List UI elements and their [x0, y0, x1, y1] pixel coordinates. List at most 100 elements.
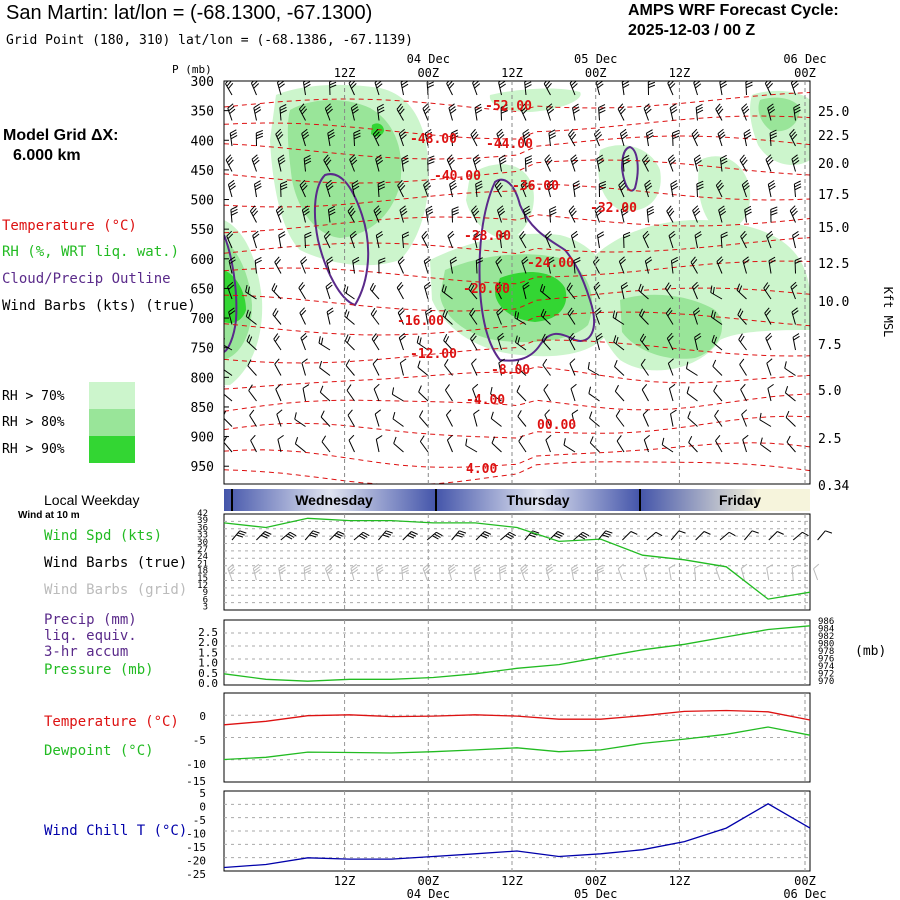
- bottom-time-ticks: 12Z 00Z 12Z 00Z 12Z 00Z: [334, 874, 816, 888]
- wind-barb-flag: [346, 384, 352, 391]
- wind-barb: [348, 83, 355, 96]
- wind-barb-flag: [621, 208, 628, 214]
- windchill-tick-label: -10: [186, 828, 206, 841]
- wind-barb-flag: [740, 230, 746, 237]
- wind-barb: [686, 392, 698, 402]
- wind-barb-flag: [445, 384, 450, 391]
- wind-barb: [496, 133, 502, 147]
- wind-barb-flag: [525, 155, 532, 159]
- wind-barb-flag: [523, 208, 531, 213]
- wind-barb: [661, 444, 674, 453]
- wind-barb-flag: [377, 103, 384, 109]
- day-label-friday: Friday: [719, 492, 761, 508]
- wind-barb-flag: [378, 183, 385, 188]
- pressure-tick-label: 750: [191, 342, 214, 357]
- grid-wind-barb-flag: [474, 569, 482, 574]
- wind-barb-flag: [668, 230, 675, 237]
- grid-wind-barb-flag: [617, 563, 624, 570]
- wind-barb: [426, 81, 429, 96]
- wind-barb: [548, 133, 551, 147]
- wind-barb: [350, 107, 355, 121]
- wind-barb-flag: [376, 157, 383, 163]
- wind-barb: [569, 82, 576, 96]
- wind-barb-flag: [792, 231, 799, 236]
- wind-barb: [710, 292, 723, 300]
- wind-barb-flag: [622, 81, 629, 86]
- surface-wind-barb-flag: [432, 535, 439, 540]
- windspd-tick-label: 30: [197, 538, 208, 548]
- wind-barb-flag: [792, 83, 799, 89]
- wind-barb-flag: [470, 310, 476, 317]
- wind-barb: [524, 82, 527, 96]
- wind-barb-flag: [319, 360, 323, 368]
- height-tick-label: 17.5: [818, 188, 849, 203]
- wind-barb-flag: [451, 135, 459, 140]
- wind-barb-flag: [397, 256, 404, 262]
- wind-barb-flag: [348, 434, 355, 441]
- surface-wind-barb-flag: [580, 533, 588, 538]
- wind-barb-flag: [226, 230, 233, 237]
- wind-barb: [621, 82, 625, 96]
- wind-barb-flag: [302, 208, 310, 214]
- surface-wind-barb-flag: [802, 531, 809, 537]
- windchill-panel-label: Wind Chill T (°C): [44, 823, 188, 839]
- wind-barb-flag: [719, 134, 726, 140]
- wind-barb: [639, 339, 649, 351]
- wind-barb-flag: [525, 84, 532, 89]
- grid-wind-barb: [375, 568, 379, 581]
- grid-wind-barb-flag: [571, 566, 579, 572]
- grid-wind-barb: [694, 568, 697, 581]
- wind-barb-flag: [545, 81, 551, 87]
- surface-wind-barb-flag: [312, 530, 320, 534]
- wind-barb-flag: [688, 435, 693, 443]
- wind-barb-flag: [246, 334, 251, 342]
- top-date-label: 04 Dec: [407, 52, 450, 66]
- wind-barb-flag: [543, 384, 549, 391]
- windchill-tick-label: -20: [186, 855, 206, 868]
- wind-barb: [273, 338, 282, 351]
- wind-barb-flag: [277, 154, 285, 160]
- wind-barb-flag: [572, 103, 579, 109]
- wind-barb-flag: [644, 106, 651, 112]
- wind-barb-flag: [569, 131, 575, 138]
- wind-barb-flag: [451, 132, 459, 137]
- wind-barb-flag: [447, 81, 453, 87]
- wind-barb-flag: [759, 412, 762, 420]
- wind-barb-flag: [496, 258, 503, 265]
- wind-barb-flag: [320, 337, 324, 345]
- wind-barb-flag: [473, 157, 480, 163]
- surface-wind-barb: [475, 531, 485, 541]
- pressure-tick-label: 800: [191, 371, 214, 386]
- precip-panel-frame: [223, 619, 811, 686]
- precip-sub-label: liq. equiv.: [44, 628, 137, 644]
- wind-barb-flag: [474, 159, 481, 165]
- wind-barb-flag: [352, 259, 360, 264]
- surface-wind-barb-flag: [459, 530, 467, 534]
- wind-barb-flag: [465, 438, 468, 446]
- wind-barb-flag: [767, 103, 774, 109]
- wind-barb-flag: [741, 233, 747, 240]
- wind-barb: [739, 364, 747, 376]
- wind-barb-flag: [401, 157, 409, 162]
- wind-barb-flag: [252, 81, 258, 87]
- top-date-label: 06 Dec: [783, 52, 826, 66]
- wind-barb-flag: [247, 359, 252, 367]
- wind-barb-flag: [520, 233, 526, 240]
- wind-barb-flag: [277, 134, 284, 140]
- wind-barb-flag: [476, 260, 484, 264]
- wind-barb-flag: [227, 82, 234, 90]
- wind-barb-flag: [276, 205, 282, 211]
- cloud-outline: [224, 234, 238, 353]
- wind-barb: [617, 108, 625, 121]
- wind-barb-flag: [496, 307, 503, 313]
- isotherm-label: -32.00: [590, 201, 637, 216]
- wind-barb-flag: [274, 310, 279, 317]
- wind-barb-flag: [375, 154, 382, 160]
- pressure-tick-label: 986: [818, 617, 834, 627]
- grid-wind-barb-flag: [326, 568, 333, 575]
- surface-wind-barb-flag: [777, 531, 784, 535]
- wind-barb: [593, 287, 600, 300]
- wind-barb-flag: [280, 180, 288, 185]
- wind-barb-flag: [696, 106, 703, 111]
- wind-barb-flag: [350, 233, 357, 239]
